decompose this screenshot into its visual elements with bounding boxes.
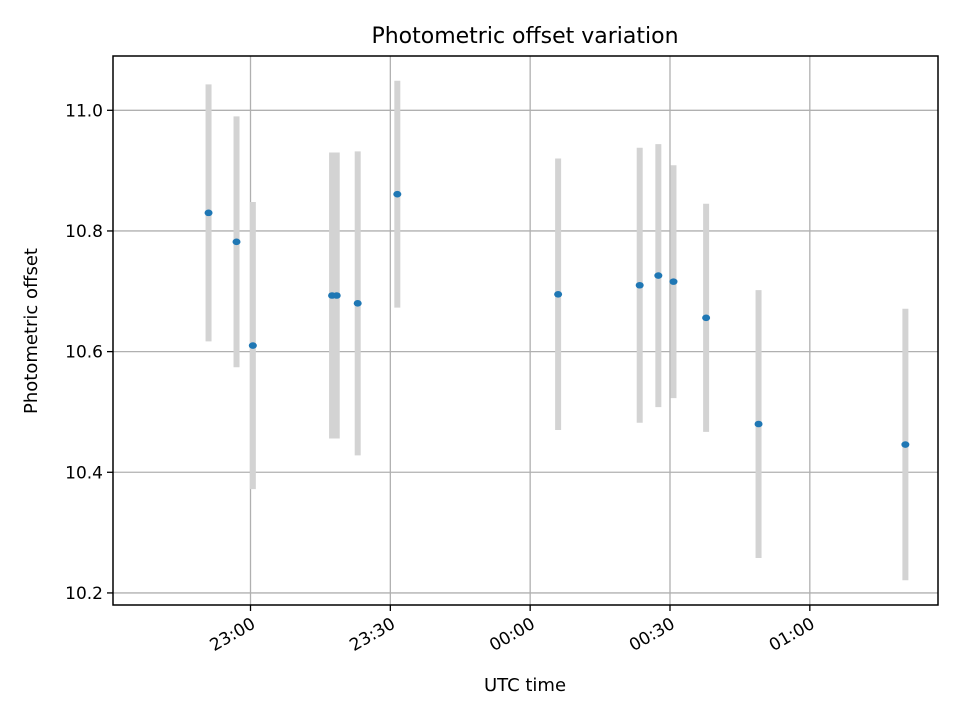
data-point xyxy=(635,281,644,289)
data-point xyxy=(702,314,711,322)
plot-frame xyxy=(112,55,939,606)
y-tick-label: 10.2 xyxy=(65,584,103,604)
data-point xyxy=(554,291,563,298)
y-tick-label: 10.8 xyxy=(65,222,103,242)
data-point xyxy=(754,420,763,428)
data-point xyxy=(654,272,663,279)
x-tick-label: 01:00 xyxy=(766,614,818,656)
error-bars xyxy=(205,80,909,581)
x-tick-label: 23:30 xyxy=(346,614,398,656)
y-axis-ticks: 10.2 10.4 10.6 10.8 11.0 xyxy=(65,101,113,604)
data-point xyxy=(232,238,241,246)
data-point xyxy=(353,300,362,307)
x-axis-ticks: 23:00 23:30 00:00 00:30 01:00 xyxy=(207,605,818,656)
data-point xyxy=(248,342,257,349)
data-point xyxy=(901,441,910,448)
y-tick-label: 10.4 xyxy=(65,463,103,483)
y-tick-label: 10.6 xyxy=(65,343,103,363)
data-point xyxy=(204,209,213,217)
data-point xyxy=(393,190,402,198)
x-axis-label: UTC time xyxy=(484,675,566,696)
data-point xyxy=(669,278,678,285)
x-tick-label: 00:00 xyxy=(486,614,538,656)
x-tick-label: 23:00 xyxy=(207,614,259,656)
y-tick-label: 11.0 xyxy=(65,101,103,121)
chart-title: Photometric offset variation xyxy=(371,24,678,49)
data-point xyxy=(332,292,341,299)
y-axis-label: Photometric offset xyxy=(21,248,42,414)
x-tick-label: 00:30 xyxy=(626,614,678,656)
data-points xyxy=(204,190,910,448)
